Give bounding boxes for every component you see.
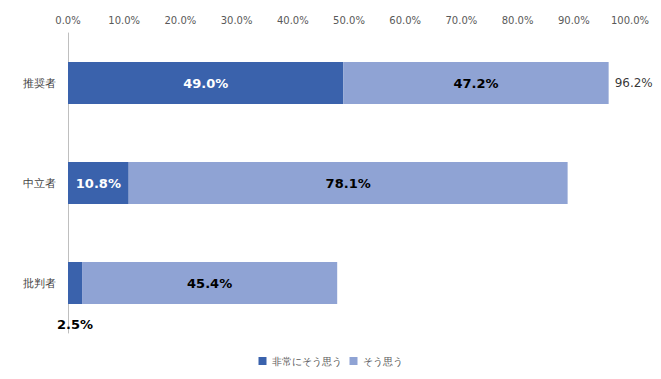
svg-text:45.4%: 45.4% (187, 276, 232, 291)
svg-text:40.0%: 40.0% (277, 15, 309, 26)
svg-text:そう思う: そう思う (363, 356, 403, 367)
svg-text:批判者: 批判者 (23, 277, 56, 290)
svg-text:100.0%: 100.0% (611, 15, 649, 26)
svg-text:30.0%: 30.0% (221, 15, 253, 26)
svg-text:47.2%: 47.2% (453, 76, 498, 91)
svg-text:96.2%: 96.2% (615, 76, 653, 90)
svg-text:10.0%: 10.0% (108, 15, 140, 26)
svg-text:70.0%: 70.0% (446, 15, 478, 26)
svg-text:中立者: 中立者 (23, 177, 56, 190)
svg-text:49.0%: 49.0% (183, 76, 228, 91)
svg-text:78.1%: 78.1% (326, 176, 371, 191)
svg-text:0.0%: 0.0% (55, 15, 80, 26)
svg-text:20.0%: 20.0% (165, 15, 197, 26)
svg-text:2.5%: 2.5% (57, 317, 93, 332)
svg-text:90.0%: 90.0% (558, 15, 590, 26)
svg-text:推奨者: 推奨者 (23, 77, 56, 90)
svg-text:非常にそう思う: 非常にそう思う (272, 356, 342, 367)
svg-text:10.8%: 10.8% (76, 176, 121, 191)
svg-text:50.0%: 50.0% (333, 15, 365, 26)
svg-text:60.0%: 60.0% (389, 15, 421, 26)
svg-text:80.0%: 80.0% (502, 15, 534, 26)
